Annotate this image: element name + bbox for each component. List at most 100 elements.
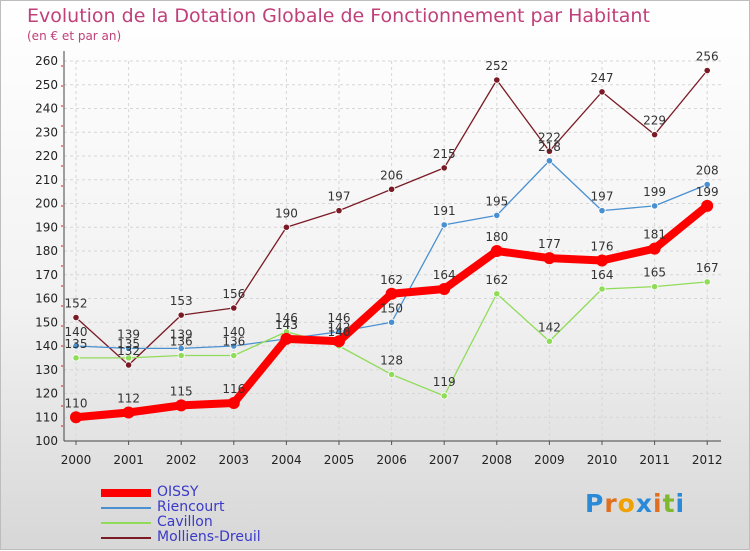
gridlines [64, 60, 721, 442]
legend-swatch-cavillon [101, 521, 151, 524]
point-molliens-dreuil-2007 [440, 164, 448, 172]
logo-letter: x [635, 489, 653, 518]
point-riencourt-2006 [387, 318, 396, 326]
x-tick-2001: 2001 [113, 453, 144, 467]
point-riencourt-2005 [335, 328, 343, 336]
x-tick-2009: 2009 [534, 453, 565, 467]
data-label-cavillon-2010: 164 [591, 268, 614, 282]
point-cavillon-2008 [493, 290, 501, 298]
point-riencourt-2003 [230, 342, 238, 350]
y-tick-140: 140 [35, 339, 58, 353]
x-tick-labels: 2000 2001 2002 2003 2004 2005 2006 2007 2008 2009… [61, 453, 723, 467]
data-label-oissy-2004: 143 [275, 318, 298, 332]
point-oissy-2001 [122, 406, 135, 419]
data-label-molliens-dreuil-2003: 156 [222, 287, 245, 301]
data-label-oissy-2002: 115 [170, 384, 193, 398]
x-tick-2012: 2012 [692, 453, 723, 467]
legend-item-riencourt: Riencourt [101, 500, 261, 515]
x-tick-2011: 2011 [639, 453, 670, 467]
y-tick-150: 150 [35, 315, 58, 329]
data-label-molliens-dreuil-2000: 152 [65, 297, 88, 311]
data-label-cavillon-2005: 140 [328, 325, 351, 339]
data-label-molliens-dreuil-2005: 197 [328, 190, 351, 204]
data-label-cavillon-2003: 136 [222, 335, 245, 349]
x-tick-2000: 2000 [61, 453, 92, 467]
data-label-molliens-dreuil-2002: 153 [170, 294, 193, 308]
point-cavillon-2002 [177, 351, 185, 360]
legend-item-molliens-dreuil: Molliens-Dreuil [101, 530, 261, 545]
y-tick-240: 240 [35, 102, 58, 116]
point-cavillon-2000 [72, 354, 80, 362]
data-label-molliens-dreuil-2008: 252 [485, 59, 508, 73]
x-tick-2002: 2002 [166, 453, 197, 467]
point-oissy-2006 [385, 287, 398, 300]
data-label-molliens-dreuil-2009: 222 [538, 130, 561, 144]
y-tick-180: 180 [35, 244, 58, 258]
point-riencourt-2011 [650, 202, 659, 210]
y-tick-260: 260 [35, 54, 58, 68]
point-cavillon-2006 [387, 370, 396, 379]
legend-item-cavillon: Cavillon [101, 515, 261, 530]
point-oissy-2011 [648, 242, 661, 255]
point-molliens-dreuil-2003 [230, 304, 238, 312]
data-label-riencourt-2012: 208 [696, 164, 719, 178]
y-tick-100: 100 [35, 434, 58, 448]
data-label-riencourt-2007: 191 [433, 204, 456, 218]
point-cavillon-2012 [703, 278, 711, 286]
point-molliens-dreuil-2000 [72, 313, 80, 322]
data-label-cavillon-2009: 142 [538, 320, 561, 334]
y-tick-230: 230 [35, 125, 58, 139]
data-label-molliens-dreuil-2011: 229 [643, 114, 666, 128]
logo-letter: i [653, 489, 663, 518]
legend-label-riencourt: Riencourt [157, 499, 225, 515]
data-label-riencourt-2000: 140 [65, 325, 88, 339]
legend-label-cavillon: Cavillon [157, 514, 213, 530]
data-label-oissy-2011: 181 [643, 228, 666, 242]
y-tick-130: 130 [35, 363, 58, 377]
point-molliens-dreuil-2009 [545, 147, 554, 155]
point-riencourt-2007 [440, 221, 448, 229]
data-label-cavillon-2007: 119 [433, 375, 456, 389]
legend-swatch-riencourt [101, 506, 151, 509]
point-molliens-dreuil-2002 [177, 311, 185, 319]
point-molliens-dreuil-2006 [387, 185, 396, 193]
data-label-cavillon-2011: 165 [643, 266, 666, 280]
y-tick-250: 250 [35, 78, 58, 92]
point-oissy-2009 [543, 252, 556, 265]
data-label-cavillon-2002: 136 [170, 335, 193, 349]
legend-label-oissy: OISSY [157, 484, 199, 500]
point-riencourt-2010 [598, 207, 606, 215]
axes [61, 51, 721, 445]
data-label-oissy-2010: 176 [591, 240, 614, 254]
point-molliens-dreuil-2012 [703, 66, 711, 75]
data-label-oissy-2012: 199 [696, 185, 719, 199]
point-molliens-dreuil-2010 [598, 88, 606, 96]
point-cavillon-2009 [545, 337, 554, 345]
point-riencourt-2012 [703, 180, 711, 189]
logo-letter: r [604, 489, 618, 518]
data-label-oissy-2005: 142 [328, 320, 351, 334]
x-tick-2006: 2006 [376, 453, 407, 467]
data-label-riencourt-2008: 195 [485, 194, 508, 208]
y-tick-220: 220 [35, 149, 58, 163]
point-molliens-dreuil-2004 [282, 223, 290, 231]
legend: OISSY Riencourt Cavillon Molliens-Dreuil [101, 485, 261, 545]
point-molliens-dreuil-2011 [650, 131, 659, 139]
legend-item-oissy: OISSY [101, 485, 261, 500]
data-label-cavillon-2004: 146 [275, 311, 298, 325]
data-label-molliens-dreuil-2010: 247 [591, 71, 614, 85]
data-label-oissy-2008: 180 [485, 230, 508, 244]
data-label-oissy-2001: 112 [117, 392, 140, 406]
point-molliens-dreuil-2005 [335, 207, 343, 215]
data-label-cavillon-2008: 162 [485, 273, 508, 287]
chart-subtitle: (en € et par an) [27, 29, 122, 43]
data-label-molliens-dreuil-2004: 190 [275, 206, 298, 220]
x-tick-2007: 2007 [429, 453, 460, 467]
data-label-cavillon-2006: 128 [380, 354, 403, 368]
data-label-riencourt-2003: 140 [222, 325, 245, 339]
chart-title: Evolution de la Dotation Globale de Fonc… [27, 5, 650, 27]
y-tick-200: 200 [35, 197, 58, 211]
x-tick-2005: 2005 [324, 453, 355, 467]
